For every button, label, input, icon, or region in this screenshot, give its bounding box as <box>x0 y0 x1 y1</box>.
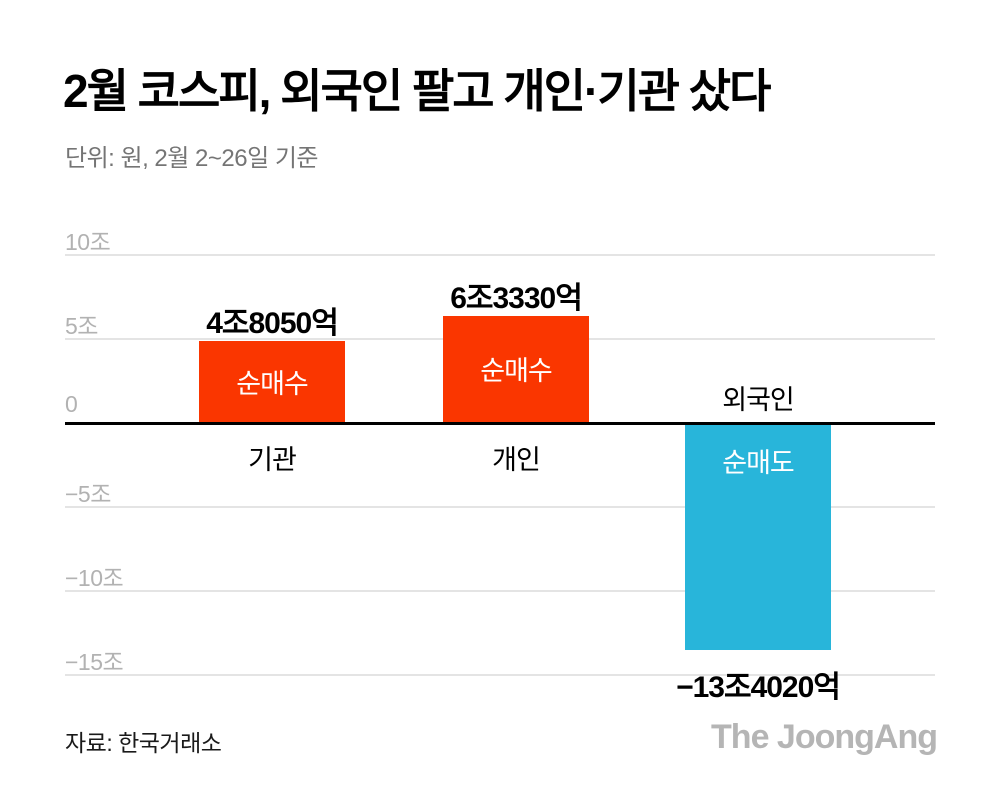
y-tick-label: −5조 <box>65 481 111 507</box>
y-tick-label: 10조 <box>65 229 111 255</box>
bar-value-label: 4조8050억 <box>206 307 339 341</box>
bar-기관: 순매수 <box>199 341 345 422</box>
bar-inner-label: 순매수 <box>480 356 553 387</box>
gridline <box>65 254 935 256</box>
y-tick-label: −10조 <box>65 565 124 591</box>
bar-inner-label: 순매도 <box>722 448 795 478</box>
bar-value-label: −13조4020억 <box>676 671 841 705</box>
y-tick-label: 5조 <box>65 313 98 339</box>
source-note: 자료: 한국거래소 <box>65 730 222 756</box>
gridline <box>65 590 935 592</box>
bar-외국인: 순매도 <box>685 425 831 651</box>
y-tick-label: 0 <box>65 391 78 417</box>
category-label: 기관 <box>248 445 297 475</box>
chart-title: 2월 코스피, 외국인 팔고 개인·기관 샀다 <box>63 65 771 117</box>
chart-subtitle: 단위: 원, 2월 2~26일 기준 <box>65 145 318 172</box>
gridline <box>65 674 935 676</box>
bar-inner-label: 순매수 <box>236 369 309 400</box>
gridline <box>65 506 935 508</box>
bar-개인: 순매수 <box>443 315 589 422</box>
bar-value-label: 6조3330억 <box>450 281 583 315</box>
category-label: 개인 <box>492 445 541 475</box>
y-tick-label: −15조 <box>65 649 124 675</box>
category-label: 외국인 <box>722 385 795 415</box>
zero-axis-line <box>65 422 935 425</box>
joongang-logo: The JoongAng <box>711 718 938 756</box>
